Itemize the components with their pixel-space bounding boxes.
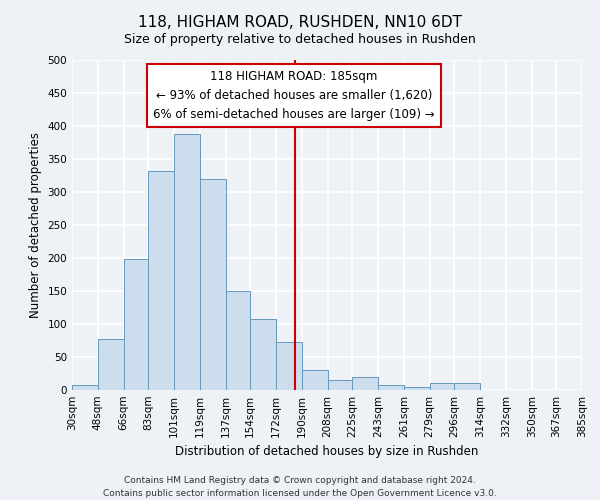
Text: Size of property relative to detached houses in Rushden: Size of property relative to detached ho… xyxy=(124,32,476,46)
Bar xyxy=(250,318,276,390)
Bar xyxy=(124,260,148,390)
Bar xyxy=(404,386,430,390)
Bar xyxy=(430,384,454,390)
Bar xyxy=(276,342,302,390)
Bar xyxy=(454,382,480,390)
Bar xyxy=(200,179,226,390)
Text: 118 HIGHAM ROAD: 185sqm
← 93% of detached houses are smaller (1,620)
6% of semi-: 118 HIGHAM ROAD: 185sqm ← 93% of detache… xyxy=(153,70,434,121)
Bar xyxy=(174,134,200,390)
Bar xyxy=(226,291,250,390)
X-axis label: Distribution of detached houses by size in Rushden: Distribution of detached houses by size … xyxy=(175,446,479,458)
Bar xyxy=(328,380,352,390)
Bar xyxy=(148,171,174,390)
Text: 118, HIGHAM ROAD, RUSHDEN, NN10 6DT: 118, HIGHAM ROAD, RUSHDEN, NN10 6DT xyxy=(138,15,462,30)
Bar xyxy=(302,370,328,390)
Text: Contains HM Land Registry data © Crown copyright and database right 2024.
Contai: Contains HM Land Registry data © Crown c… xyxy=(103,476,497,498)
Bar xyxy=(378,386,404,390)
Bar xyxy=(72,384,98,390)
Bar xyxy=(98,339,124,390)
Y-axis label: Number of detached properties: Number of detached properties xyxy=(29,132,42,318)
Bar xyxy=(352,377,378,390)
